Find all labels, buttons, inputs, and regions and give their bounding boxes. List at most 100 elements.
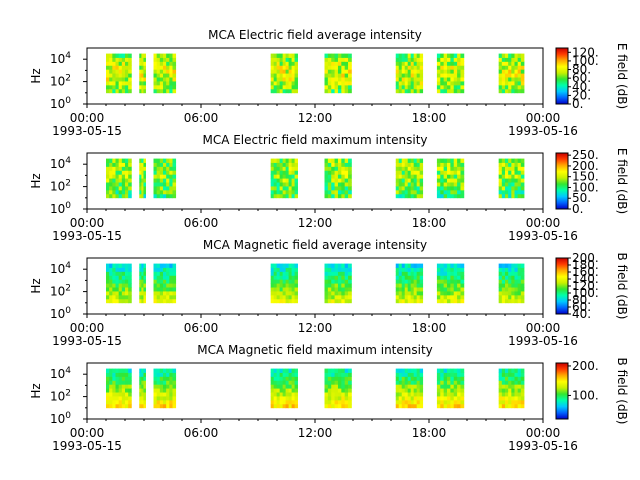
heatmap-cell bbox=[285, 77, 290, 82]
heatmap-cell bbox=[282, 279, 287, 284]
heatmap-cell bbox=[404, 166, 409, 171]
heatmap-cell bbox=[288, 403, 292, 409]
heatmap-cell bbox=[159, 84, 164, 90]
heatmap-cell bbox=[348, 189, 352, 195]
heatmap-cell bbox=[270, 69, 275, 74]
heatmap-cell bbox=[172, 399, 177, 405]
heatmap-cell bbox=[279, 287, 284, 292]
heatmap-cell bbox=[334, 193, 339, 199]
heatmap-cell bbox=[337, 380, 342, 385]
heatmap-cell bbox=[416, 65, 421, 70]
heatmap-cell bbox=[407, 279, 412, 284]
heatmap-cell bbox=[511, 267, 515, 272]
heatmap-cell bbox=[121, 88, 126, 94]
heatmap-cell bbox=[457, 69, 461, 74]
heatmap-cell bbox=[291, 380, 295, 385]
heatmap-cell bbox=[327, 174, 332, 179]
heatmap-cell bbox=[141, 263, 144, 268]
heatmap-cell bbox=[436, 53, 441, 58]
heatmap-cell bbox=[436, 162, 441, 167]
heatmap-cell bbox=[436, 69, 441, 74]
heatmap-cell bbox=[443, 57, 448, 62]
heatmap-cell bbox=[294, 73, 298, 78]
heatmap-cell bbox=[348, 69, 352, 74]
heatmap-cell bbox=[166, 399, 170, 405]
heatmap-cell bbox=[270, 291, 275, 296]
heatmap-cell bbox=[159, 166, 164, 171]
heatmap-cell bbox=[416, 186, 421, 191]
heatmap-cell bbox=[498, 399, 503, 405]
heatmap-cell bbox=[331, 388, 335, 393]
heatmap-cell bbox=[139, 77, 142, 82]
heatmap-cell bbox=[419, 73, 424, 78]
heatmap-cell bbox=[453, 84, 458, 90]
heatmap-cell bbox=[139, 61, 142, 66]
heatmap-cell bbox=[106, 399, 110, 405]
heatmap-cell bbox=[410, 384, 415, 389]
heatmap-cell bbox=[288, 61, 292, 66]
heatmap-cell bbox=[460, 279, 465, 284]
heatmap-cell bbox=[460, 263, 465, 268]
heatmap-cell bbox=[159, 53, 164, 58]
heatmap-cell bbox=[508, 193, 512, 199]
heatmap-cell bbox=[416, 388, 421, 393]
heatmap-cell bbox=[125, 73, 129, 78]
heatmap-cell bbox=[398, 61, 403, 66]
heatmap-cell bbox=[106, 189, 110, 195]
heatmap-cell bbox=[166, 283, 170, 288]
y-tick-exponent: 2 bbox=[65, 284, 71, 294]
heatmap-cell bbox=[153, 77, 158, 82]
heatmap-cell bbox=[166, 271, 170, 276]
heatmap-cell bbox=[143, 73, 146, 78]
heatmap-cell bbox=[401, 392, 406, 397]
heatmap-cell bbox=[450, 189, 455, 195]
heatmap-cell bbox=[460, 189, 465, 195]
heatmap-cell bbox=[501, 399, 506, 405]
heatmap-cell bbox=[273, 372, 278, 377]
heatmap-cell bbox=[337, 158, 342, 163]
heatmap-cell bbox=[109, 166, 113, 171]
heatmap-cell bbox=[416, 158, 421, 163]
heatmap-cell bbox=[270, 368, 275, 373]
heatmap-cell bbox=[153, 73, 158, 78]
heatmap-cell bbox=[153, 392, 158, 397]
heatmap-cell bbox=[514, 178, 519, 183]
heatmap-cell bbox=[115, 279, 120, 284]
heatmap-cell bbox=[166, 186, 170, 191]
heatmap-cell bbox=[128, 88, 132, 94]
heatmap-cell bbox=[413, 372, 418, 377]
heatmap-cell bbox=[453, 178, 458, 183]
heatmap-cell bbox=[285, 81, 290, 86]
heatmap-cell bbox=[511, 263, 515, 268]
heatmap-cell bbox=[508, 291, 512, 296]
heatmap-cell bbox=[163, 193, 167, 199]
heatmap-cell bbox=[273, 77, 278, 82]
heatmap-cell bbox=[413, 193, 418, 199]
heatmap-cell bbox=[404, 267, 409, 272]
heatmap-cell bbox=[276, 388, 281, 393]
heatmap-cell bbox=[334, 65, 339, 70]
heatmap-cell bbox=[115, 69, 120, 74]
heatmap-cell bbox=[505, 84, 509, 90]
heatmap-cell bbox=[139, 69, 142, 74]
heatmap-cell bbox=[398, 53, 403, 58]
heatmap-cell bbox=[517, 88, 522, 94]
heatmap-cell bbox=[436, 174, 441, 179]
heatmap-cell bbox=[395, 69, 400, 74]
y-tick-label: 104 bbox=[50, 366, 71, 381]
heatmap-cell bbox=[404, 372, 409, 377]
heatmap-cell bbox=[159, 403, 164, 409]
heatmap-cell bbox=[106, 193, 110, 199]
heatmap-cell bbox=[163, 294, 167, 300]
heatmap-cell bbox=[514, 372, 519, 377]
heatmap-cell bbox=[337, 267, 342, 272]
heatmap-cell bbox=[141, 174, 144, 179]
heatmap-cell bbox=[139, 291, 142, 296]
heatmap-cell bbox=[141, 392, 144, 397]
heatmap-cell bbox=[118, 399, 123, 405]
heatmap-cell bbox=[279, 158, 284, 163]
heatmap-cell bbox=[520, 388, 525, 393]
heatmap-cell bbox=[169, 61, 173, 66]
heatmap-cell bbox=[270, 189, 275, 195]
heatmap-cell bbox=[460, 396, 465, 401]
